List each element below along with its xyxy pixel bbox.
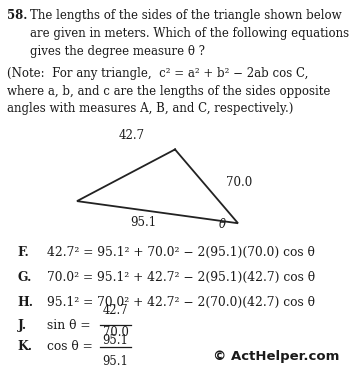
Text: cos θ =: cos θ = [47,340,97,354]
Text: sin θ =: sin θ = [47,319,94,332]
Text: 95.1: 95.1 [131,216,156,229]
Text: angles with measures A, B, and C, respectively.): angles with measures A, B, and C, respec… [7,102,293,115]
Text: 95.1² = 70.0² + 42.7² − 2(70.0)(42.7) cos θ: 95.1² = 70.0² + 42.7² − 2(70.0)(42.7) co… [47,296,315,309]
Text: 42.7: 42.7 [118,129,144,142]
Text: 42.7² = 95.1² + 70.0² − 2(95.1)(70.0) cos θ: 42.7² = 95.1² + 70.0² − 2(95.1)(70.0) co… [47,246,315,259]
Text: 58.: 58. [7,9,27,22]
Text: 95.1: 95.1 [103,334,128,346]
Text: 70.0: 70.0 [226,176,252,189]
Text: (Note:  For any triangle,  c² = a² + b² − 2ab cos C,: (Note: For any triangle, c² = a² + b² − … [7,67,308,80]
Text: K.: K. [18,340,33,354]
Text: are given in meters. Which of the following equations: are given in meters. Which of the follow… [30,27,349,40]
Text: 95.1: 95.1 [103,355,128,368]
Text: G.: G. [18,271,32,284]
Text: H.: H. [18,296,34,309]
Text: where a, b, and c are the lengths of the sides opposite: where a, b, and c are the lengths of the… [7,85,330,97]
Text: 42.7: 42.7 [103,304,128,317]
Text: The lengths of the sides of the triangle shown below: The lengths of the sides of the triangle… [30,9,341,22]
Text: F.: F. [18,246,29,259]
Text: © ActHelper.com: © ActHelper.com [213,351,340,363]
Text: θ: θ [219,218,226,231]
Text: 70.0² = 95.1² + 42.7² − 2(95.1)(42.7) cos θ: 70.0² = 95.1² + 42.7² − 2(95.1)(42.7) co… [47,271,315,284]
Text: gives the degree measure θ ?: gives the degree measure θ ? [30,45,205,58]
Text: J.: J. [18,319,27,332]
Text: 70.0: 70.0 [103,326,128,339]
